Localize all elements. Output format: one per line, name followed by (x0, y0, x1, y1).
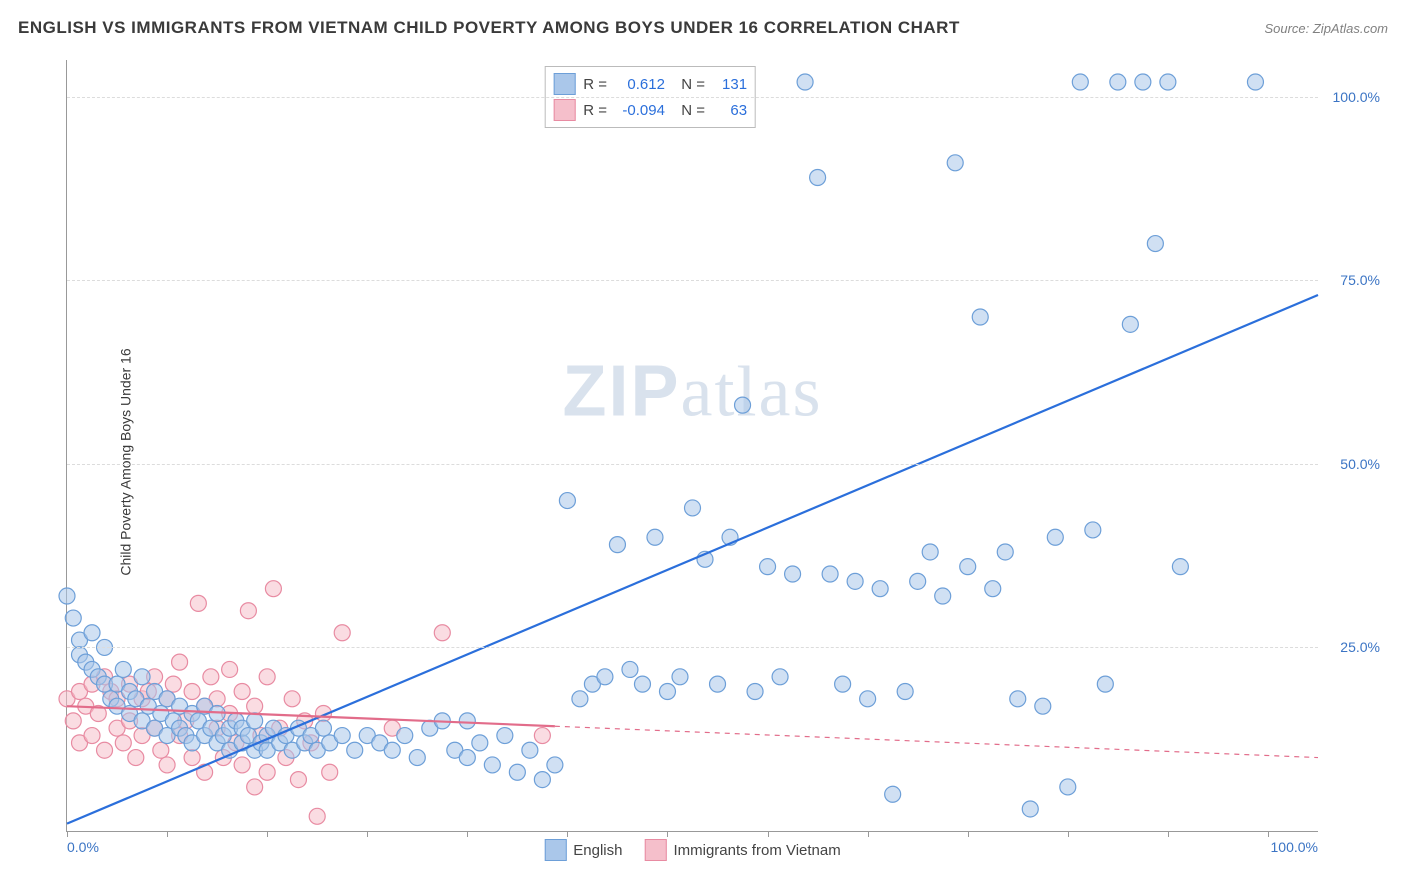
x-tick (968, 831, 969, 837)
x-tick (67, 831, 68, 837)
stat-r-value: 0.612 (615, 76, 665, 93)
stat-n-label: N = (673, 102, 705, 119)
plot-area: ZIPatlas R =0.612 N =131R =-0.094 N =63 … (66, 60, 1318, 832)
stat-r-label: R = (583, 102, 607, 119)
x-tick (768, 831, 769, 837)
x-tick (1268, 831, 1269, 837)
x-tick (868, 831, 869, 837)
y-tick-label: 50.0% (1340, 456, 1380, 472)
legend-item: Immigrants from Vietnam (644, 839, 840, 861)
chart-source: Source: ZipAtlas.com (1264, 21, 1388, 36)
legend-label: Immigrants from Vietnam (673, 842, 840, 859)
chart-header: ENGLISH VS IMMIGRANTS FROM VIETNAM CHILD… (18, 18, 1388, 38)
chart-title: ENGLISH VS IMMIGRANTS FROM VIETNAM CHILD… (18, 18, 960, 38)
y-tick-label: 100.0% (1333, 89, 1380, 105)
x-tick (467, 831, 468, 837)
gridline (67, 464, 1318, 465)
stat-r-value: -0.094 (615, 102, 665, 119)
x-tick (1168, 831, 1169, 837)
legend-swatch (644, 839, 666, 861)
legend-swatch (544, 839, 566, 861)
bottom-legend: English Immigrants from Vietnam (544, 839, 840, 861)
x-axis-min-label: 0.0% (67, 839, 99, 855)
gridline (67, 280, 1318, 281)
x-tick (267, 831, 268, 837)
gridline (67, 647, 1318, 648)
x-axis-max-label: 100.0% (1271, 839, 1318, 855)
chart-container: Child Poverty Among Boys Under 16 ZIPatl… (18, 50, 1388, 874)
legend-swatch (553, 99, 575, 121)
x-tick (1068, 831, 1069, 837)
legend-label: English (573, 842, 622, 859)
y-tick-label: 75.0% (1340, 272, 1380, 288)
stats-row: R = 0.612 N = 131 (553, 71, 747, 97)
stat-n-label: N = (673, 76, 705, 93)
stat-n-value: 131 (713, 76, 747, 93)
x-tick (367, 831, 368, 837)
x-tick (567, 831, 568, 837)
scatter-svg (67, 60, 1318, 831)
stat-r-label: R = (583, 76, 607, 93)
x-tick (167, 831, 168, 837)
stats-row: R = -0.094 N = 63 (553, 97, 747, 123)
legend-swatch (553, 73, 575, 95)
gridline (67, 97, 1318, 98)
legend-item: English (544, 839, 622, 861)
x-tick (667, 831, 668, 837)
y-tick-label: 25.0% (1340, 639, 1380, 655)
stat-n-value: 63 (713, 102, 747, 119)
